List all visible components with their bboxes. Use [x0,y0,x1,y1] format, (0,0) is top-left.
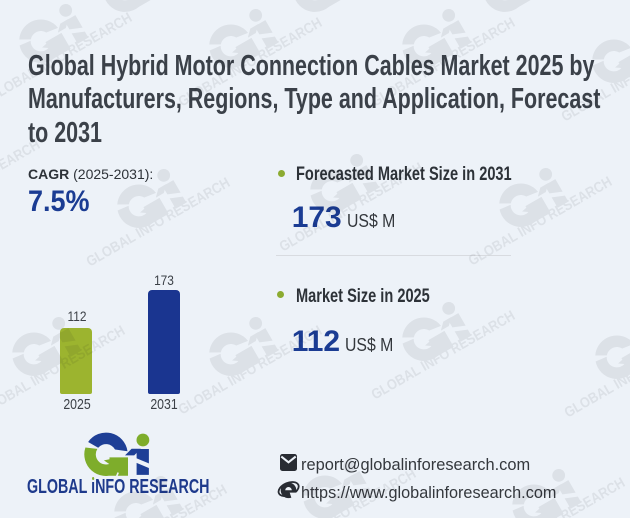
svg-text:GLOBAL INFO RESEARCH: GLOBAL INFO RESEARCH [84,175,233,270]
svg-text:GLOBAL INFO RESEARCH: GLOBAL INFO RESEARCH [562,326,630,421]
svg-text:GLOBAL INFO RESEARCH: GLOBAL INFO RESEARCH [369,308,518,403]
